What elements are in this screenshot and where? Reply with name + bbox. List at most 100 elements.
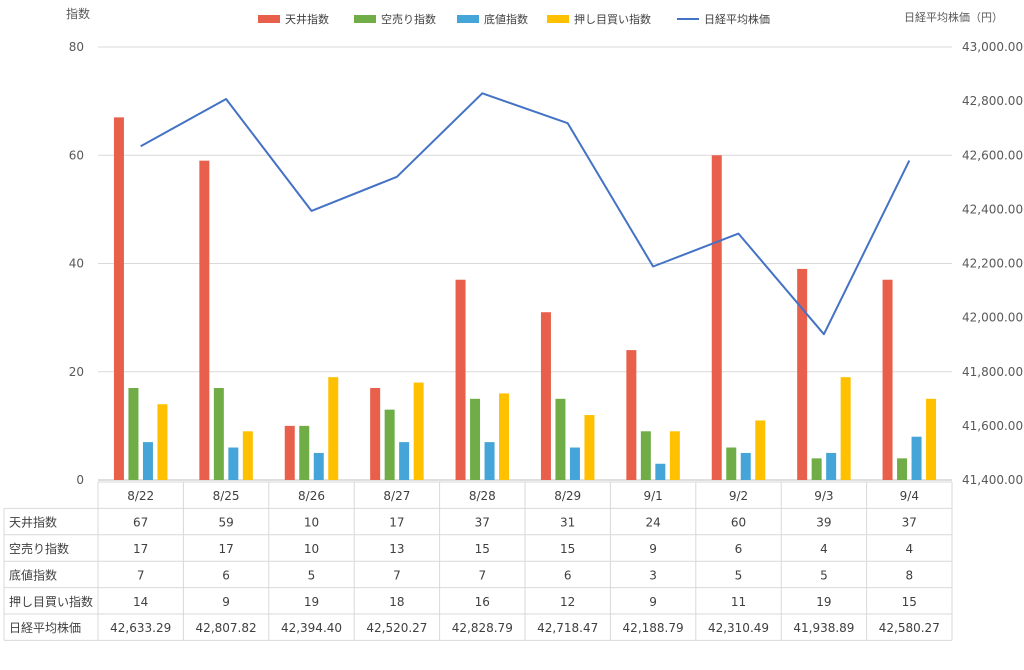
table-cell: 17 (133, 542, 148, 556)
bar (655, 463, 666, 480)
table-cell: 5 (735, 568, 743, 582)
x-tick-label: 9/4 (900, 489, 919, 503)
table-cell: 13 (389, 542, 404, 556)
legend-entry: 天井指数 (285, 12, 329, 26)
table-cell: 5 (308, 568, 316, 582)
legend-swatch (547, 15, 569, 23)
table-cell: 7 (137, 568, 145, 582)
bar (626, 350, 637, 480)
bar (640, 431, 651, 480)
bar (413, 382, 424, 480)
bar (399, 442, 410, 480)
table-row-label: 空売り指数 (9, 541, 69, 556)
table-cell: 12 (560, 595, 575, 609)
legend-entry: 空売り指数 (381, 12, 436, 26)
table-cell: 42,807.82 (196, 621, 257, 635)
bar (370, 387, 381, 480)
y-right-tick-label: 42,200.00 (962, 257, 1023, 271)
bar (384, 409, 395, 480)
bar (228, 447, 239, 480)
table-cell: 42,188.79 (623, 621, 684, 635)
bar (755, 420, 766, 480)
bar (897, 458, 908, 480)
x-tick-label: 8/29 (554, 489, 581, 503)
x-tick-label: 9/3 (814, 489, 833, 503)
y-right-tick-label: 42,800.00 (962, 94, 1023, 108)
table-cell: 10 (304, 516, 319, 530)
table-cell: 15 (902, 595, 917, 609)
table-cell: 8 (905, 568, 913, 582)
bar (926, 398, 937, 480)
legend-entry: 押し目買い指数 (574, 12, 651, 26)
table-cell: 6 (222, 568, 230, 582)
bar (213, 387, 224, 480)
legend-swatch (457, 15, 479, 23)
bar (740, 452, 751, 480)
table-cell: 42,633.29 (110, 621, 171, 635)
bar (328, 377, 339, 480)
bar (569, 447, 580, 480)
x-tick-label: 8/28 (469, 489, 496, 503)
table-cell: 42,718.47 (537, 621, 598, 635)
table-cell: 6 (564, 568, 572, 582)
bar (242, 431, 253, 480)
table-cell: 42,520.27 (366, 621, 427, 635)
table-cell: 19 (816, 595, 831, 609)
table-cell: 16 (475, 595, 490, 609)
bar (584, 415, 595, 480)
table-cell: 11 (731, 595, 746, 609)
table-cell: 15 (475, 542, 490, 556)
table-cell: 9 (222, 595, 230, 609)
table-cell: 14 (133, 595, 148, 609)
bar (840, 377, 851, 480)
table-cell: 31 (560, 516, 575, 530)
bar (826, 452, 837, 480)
legend-entry: 底値指数 (484, 12, 528, 26)
y-right-tick-label: 42,400.00 (962, 202, 1023, 216)
table-cell: 5 (820, 568, 828, 582)
x-tick-label: 9/2 (729, 489, 748, 503)
y-right-tick-label: 41,400.00 (962, 473, 1023, 487)
table-row-label: 日経平均株価 (9, 620, 81, 635)
bar (142, 442, 153, 480)
x-tick-label: 8/26 (298, 489, 325, 503)
table-cell: 17 (389, 516, 404, 530)
bar (811, 458, 822, 480)
bar (540, 312, 551, 480)
bar (797, 268, 808, 480)
table-cell: 24 (645, 516, 660, 530)
table-cell: 39 (816, 516, 831, 530)
table-cell: 59 (218, 516, 233, 530)
table-cell: 17 (218, 542, 233, 556)
y-left-tick-label: 20 (69, 365, 84, 379)
bar (911, 436, 922, 480)
y-left-axis-title: 指数 (66, 6, 90, 21)
bar (313, 452, 324, 480)
bar (484, 442, 495, 480)
x-tick-label: 8/27 (383, 489, 410, 503)
y-right-axis-title: 日経平均株価（円） (904, 10, 1003, 24)
bar (113, 117, 124, 481)
y-right-tick-label: 41,800.00 (962, 365, 1023, 379)
legend-swatch (258, 15, 280, 23)
y-left-tick-label: 40 (69, 257, 84, 271)
table-cell: 67 (133, 516, 148, 530)
y-left-tick-label: 60 (69, 148, 84, 162)
table-cell: 37 (902, 516, 917, 530)
x-tick-label: 9/1 (643, 489, 662, 503)
table-cell: 4 (820, 542, 828, 556)
bar (284, 425, 295, 480)
y-right-tick-label: 42,000.00 (962, 311, 1023, 325)
table-cell: 60 (731, 516, 746, 530)
table-cell: 9 (649, 542, 657, 556)
table-cell: 3 (649, 568, 657, 582)
legend-swatch (354, 15, 376, 23)
y-left-tick-label: 80 (69, 40, 84, 54)
table-cell: 42,828.79 (452, 621, 513, 635)
table-cell: 10 (304, 542, 319, 556)
bar (128, 387, 139, 480)
table-cell: 41,938.89 (793, 621, 854, 635)
x-tick-label: 8/25 (213, 489, 240, 503)
bar (555, 398, 566, 480)
